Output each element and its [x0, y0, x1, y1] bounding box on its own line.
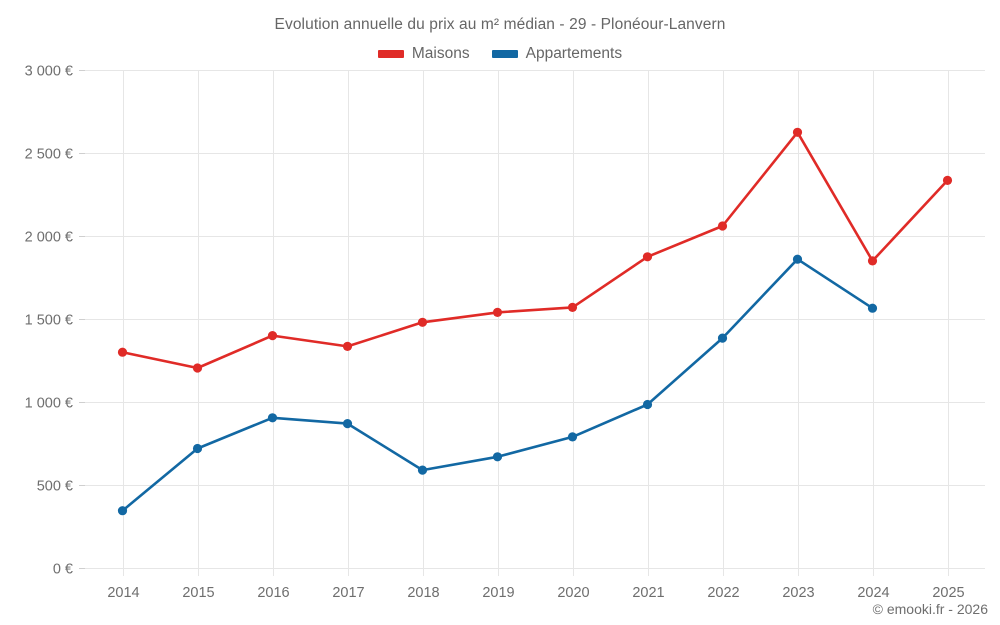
legend-swatch-maisons	[377, 50, 404, 58]
data-point-appartements[interactable]	[792, 254, 803, 264]
data-point-maisons[interactable]	[642, 252, 653, 262]
series-line-maisons	[121, 131, 949, 370]
data-point-maisons[interactable]	[267, 331, 278, 341]
x-axis-tick-label: 2019	[482, 585, 514, 601]
data-point-appartements[interactable]	[867, 303, 878, 313]
legend-label-appartements: Appartements	[525, 45, 623, 62]
data-point-maisons[interactable]	[867, 256, 878, 266]
y-axis-tick-label: 500 €	[37, 479, 73, 495]
legend-item-appartements[interactable]: Appartements	[491, 45, 623, 63]
data-point-appartements[interactable]	[717, 333, 728, 343]
x-axis-tick-label: 2020	[557, 585, 589, 601]
data-point-maisons[interactable]	[417, 317, 428, 327]
legend-swatch-appartements	[491, 50, 518, 58]
x-axis-tick-label: 2014	[107, 585, 139, 601]
x-axis-tick-label: 2021	[632, 585, 664, 601]
y-axis-tick-label: 1 000 €	[25, 396, 73, 412]
credit-text: © emooki.fr - 2026	[872, 601, 988, 617]
data-point-maisons[interactable]	[192, 363, 203, 373]
x-axis-tick-label: 2024	[857, 585, 889, 601]
data-point-appartements[interactable]	[267, 413, 278, 423]
data-point-maisons[interactable]	[567, 302, 578, 312]
x-axis-tick-label: 2016	[257, 585, 289, 601]
data-point-appartements[interactable]	[417, 465, 428, 475]
data-point-maisons[interactable]	[342, 341, 353, 351]
x-axis-tick-label: 2023	[782, 585, 814, 601]
x-axis-tick-label: 2015	[182, 585, 214, 601]
chart-legend: Maisons Appartements	[0, 45, 1000, 63]
y-axis-tick-label: 2 000 €	[25, 230, 73, 246]
x-axis-tick-label: 2022	[707, 585, 739, 601]
data-point-appartements[interactable]	[342, 419, 353, 429]
y-axis-tick-label: 2 500 €	[25, 147, 73, 163]
legend-label-maisons: Maisons	[411, 45, 470, 62]
y-axis-tick-label: 1 500 €	[25, 313, 73, 329]
data-point-maisons[interactable]	[717, 221, 728, 231]
legend-item-maisons[interactable]: Maisons	[377, 45, 470, 63]
x-axis-tick-label: 2017	[332, 585, 364, 601]
series-line-appartements	[121, 257, 874, 512]
data-point-appartements[interactable]	[117, 506, 128, 516]
data-point-appartements[interactable]	[642, 399, 653, 410]
x-axis-tick-label: 2025	[932, 585, 964, 601]
data-point-maisons[interactable]	[117, 347, 128, 357]
data-point-maisons[interactable]	[492, 307, 503, 317]
data-point-appartements[interactable]	[492, 452, 503, 462]
data-point-maisons[interactable]	[942, 175, 953, 185]
x-axis-tick-label: 2018	[407, 585, 439, 601]
y-axis-tick-label: 3 000 €	[25, 64, 73, 80]
data-point-appartements[interactable]	[567, 432, 578, 442]
y-axis-tick-label: 0 €	[53, 562, 73, 578]
chart-title: Evolution annuelle du prix au m² médian …	[274, 16, 726, 33]
data-point-maisons[interactable]	[792, 127, 803, 137]
data-point-appartements[interactable]	[192, 443, 203, 454]
